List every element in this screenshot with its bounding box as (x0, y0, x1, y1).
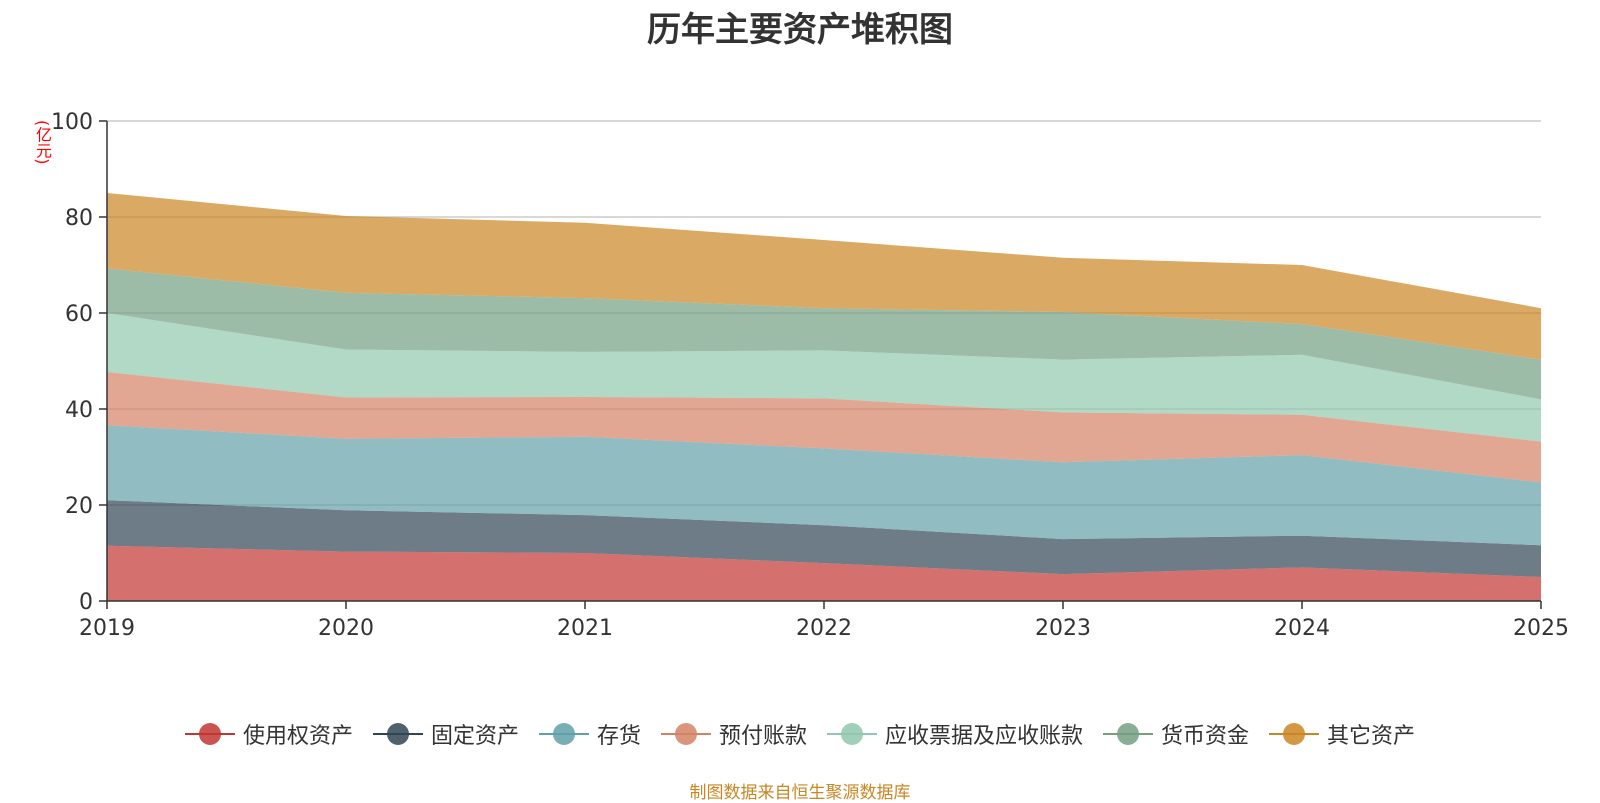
y-tick-label: 100 (51, 110, 93, 135)
legend-item-1[interactable]: 使用权资产 (184, 718, 353, 750)
legend-label: 应收票据及应收账款 (885, 724, 1084, 749)
x-tick-label: 2020 (318, 616, 374, 641)
area-series-3[interactable] (107, 425, 1541, 546)
x-tick-label: 2022 (796, 616, 852, 641)
area-series-4[interactable] (107, 372, 1541, 483)
y-tick-label: 20 (65, 494, 93, 519)
y-tick-label: 0 (79, 590, 93, 615)
area-series-5[interactable] (107, 313, 1541, 442)
legend-marker-icon (184, 721, 235, 747)
y-tick-label: 40 (65, 398, 93, 423)
legend-marker-icon (538, 721, 589, 747)
source-note: 制图数据来自恒生聚源数据库 (689, 783, 911, 803)
x-tick-label: 2021 (557, 616, 613, 641)
legend: 使用权资产 固定资产 存货 预付账款 应收票据及应收账款 货币资金 其它资产 (0, 718, 1600, 750)
legend-label: 使用权资产 (242, 724, 353, 749)
y-tick-label: 60 (65, 302, 93, 327)
legend-label: 固定资产 (430, 724, 519, 749)
area-series-layer (107, 193, 1541, 601)
legend-marker-icon (660, 721, 711, 747)
legend-item-7[interactable]: 其它资产 (1269, 718, 1415, 750)
legend-label: 其它资产 (1327, 724, 1416, 749)
legend-label: 货币资金 (1161, 724, 1250, 749)
area-series-7[interactable] (107, 193, 1541, 360)
x-tick-label: 2023 (1035, 616, 1091, 641)
x-tick-label: 2019 (79, 616, 135, 641)
legend-marker-icon (1103, 721, 1154, 747)
legend-item-5[interactable]: 应收票据及应收账款 (827, 718, 1083, 750)
legend-item-4[interactable]: 预付账款 (660, 718, 807, 750)
legend-marker-icon (372, 721, 423, 747)
area-series-6[interactable] (107, 268, 1541, 400)
legend-item-3[interactable]: 存货 (538, 718, 641, 750)
legend-item-6[interactable]: 货币资金 (1103, 718, 1249, 750)
y-tick-label: 80 (65, 206, 93, 231)
area-series-2[interactable] (107, 500, 1541, 577)
legend-label: 存货 (596, 724, 641, 749)
legend-item-2[interactable]: 固定资产 (372, 718, 519, 750)
chart-title: 历年主要资产堆积图 (647, 10, 953, 50)
x-tick-label: 2025 (1513, 616, 1569, 641)
legend-marker-icon (827, 721, 877, 747)
x-tick-label: 2024 (1274, 616, 1330, 641)
y-axis-unit: (亿元) (33, 120, 52, 165)
legend-label: 预付账款 (718, 724, 807, 749)
axes: 0 20 40 60 80 100 2019 2020 2021 2022 2023 2024 2025 (51, 110, 1569, 641)
legend-marker-icon (1269, 721, 1320, 747)
area-series-1[interactable] (107, 545, 1541, 601)
